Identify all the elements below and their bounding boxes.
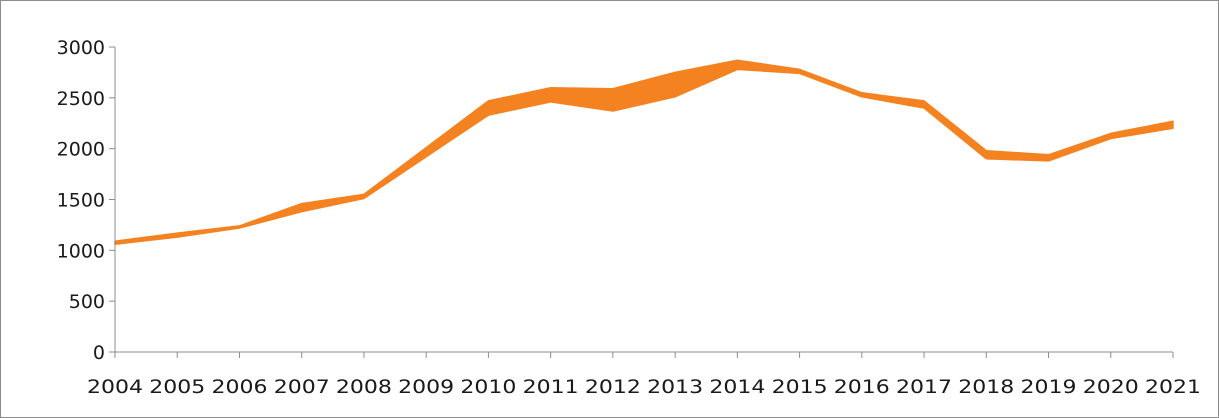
y-tick-label: 1000 xyxy=(57,240,105,262)
x-tick-label: 2010 xyxy=(460,376,516,398)
x-tick-layer: 2004 2005 2006 2007 2008 2009 2010 2011 2012 2013… xyxy=(87,352,1201,398)
x-tick-label: 2004 xyxy=(87,376,143,398)
x-tick-label: 2009 xyxy=(398,376,454,398)
x-tick-label: 2021 xyxy=(1145,376,1201,398)
band-layer xyxy=(114,59,1174,245)
x-tick-label: 2018 xyxy=(958,376,1014,398)
y-tick-label: 3000 xyxy=(57,37,105,59)
x-tick-label: 2005 xyxy=(149,376,205,398)
x-tick-label: 2019 xyxy=(1021,376,1077,398)
y-tick-layer: 0 500 1000 1500 2000 2500 3000 xyxy=(57,37,115,364)
x-tick-label: 2008 xyxy=(336,376,392,398)
x-tick-label: 2020 xyxy=(1083,376,1139,398)
x-tick-label: 2007 xyxy=(274,376,330,398)
x-tick-label: 2015 xyxy=(772,376,828,398)
x-tick-label: 2006 xyxy=(211,376,267,398)
x-tick-label: 2014 xyxy=(709,376,765,398)
y-tick-label: 0 xyxy=(93,342,105,364)
x-tick-label: 2011 xyxy=(523,376,579,398)
x-tick-label: 2012 xyxy=(585,376,641,398)
x-tick-label: 2017 xyxy=(896,376,952,398)
x-tick-label: 2016 xyxy=(834,376,890,398)
x-tick-label: 2013 xyxy=(647,376,703,398)
y-tick-label: 1500 xyxy=(57,190,105,212)
y-tick-label: 2500 xyxy=(57,88,105,110)
data-band xyxy=(114,59,1174,245)
y-tick-label: 2000 xyxy=(57,139,105,161)
y-tick-label: 500 xyxy=(69,291,105,313)
